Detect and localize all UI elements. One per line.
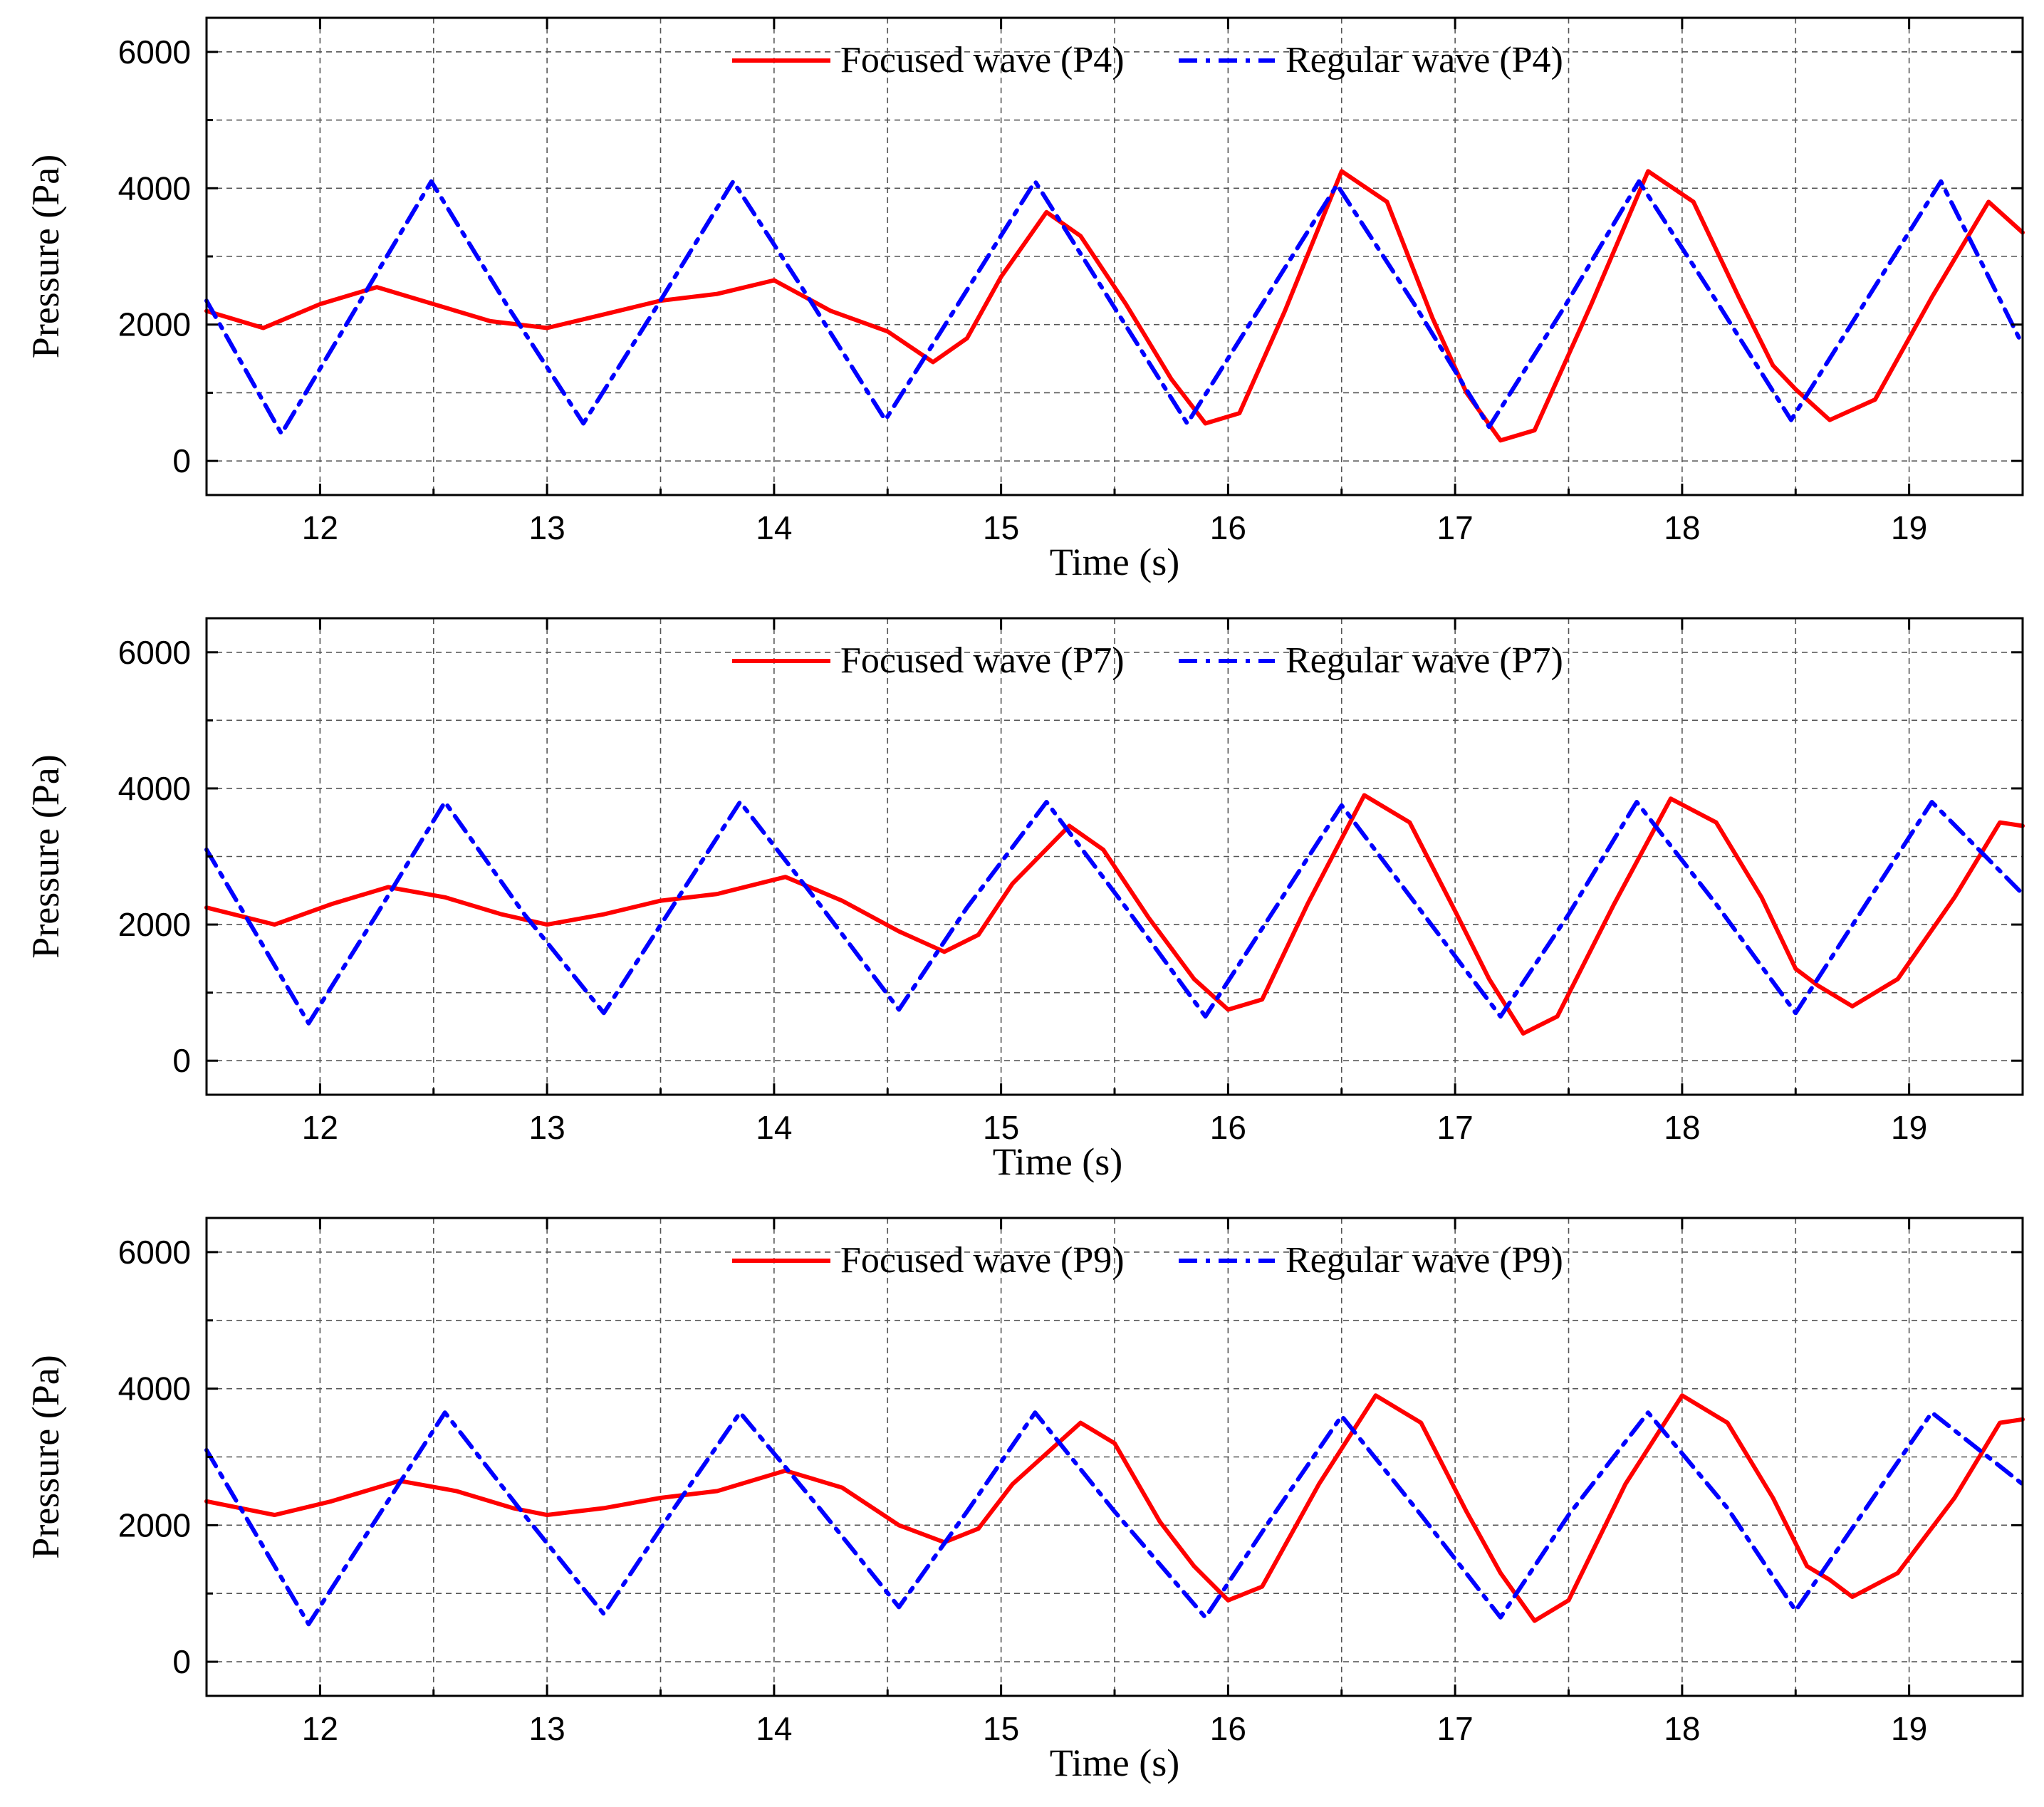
x-tick-label: 16 — [1210, 1109, 1246, 1146]
chart-panel-p7: 12 13 14 15 16 17 18 19 0 2000 4000 6000 Time (s) Pre… — [24, 617, 2025, 1183]
x-tick-label: 15 — [983, 509, 1019, 546]
y-tick-label: 2000 — [118, 1506, 191, 1543]
legend: Focused wave (P7) Regular wave (P7) — [732, 640, 1563, 681]
x-axis-title: Time (s) — [1050, 541, 1180, 583]
legend: Focused wave (P9) Regular wave (P9) — [732, 1240, 1563, 1281]
x-axis-title: Time (s) — [993, 1140, 1123, 1183]
y-axis-title: Pressure (Pa) — [24, 754, 67, 958]
x-tick-label: 14 — [756, 509, 792, 546]
x-tick-label: 16 — [1210, 509, 1246, 546]
x-tick-label: 13 — [529, 509, 565, 546]
x-tick-label: 15 — [983, 1710, 1019, 1747]
series-line-regular — [204, 800, 2025, 1026]
y-tick-label: 0 — [172, 1643, 191, 1680]
x-tick-label: 17 — [1437, 1109, 1474, 1146]
x-tick-label: 14 — [756, 1109, 792, 1146]
y-tick-label: 4000 — [118, 1370, 191, 1407]
x-tick-label: 19 — [1891, 1710, 1927, 1747]
legend-label-focused: Focused wave (P9) — [840, 1240, 1125, 1281]
legend: Focused wave (P4) Regular wave (P4) — [732, 40, 1563, 80]
y-tick-label: 4000 — [118, 170, 191, 207]
x-tick-label: 18 — [1664, 1710, 1700, 1747]
chart-panel-p4: 12 13 14 15 16 17 18 19 0 2000 4000 6000 Time (s) Pre… — [24, 16, 2025, 583]
y-tick-label: 6000 — [118, 33, 191, 71]
legend-label-focused: Focused wave (P7) — [840, 640, 1125, 681]
legend-label-regular: Regular wave (P4) — [1286, 40, 1563, 80]
chart-panel-p9: 12 13 14 15 16 17 18 19 0 2000 4000 6000 Time (s) Pre… — [24, 1217, 2025, 1784]
series-line-focused — [204, 169, 2025, 443]
x-tick-label: 19 — [1891, 509, 1927, 546]
x-tick-label: 15 — [983, 1109, 1019, 1146]
series-line-regular — [204, 179, 2025, 436]
x-tick-label: 18 — [1664, 509, 1700, 546]
x-tick-label: 17 — [1437, 509, 1474, 546]
x-tick-label: 14 — [756, 1710, 792, 1747]
x-tick-label: 16 — [1210, 1710, 1246, 1747]
y-tick-label: 2000 — [118, 306, 191, 343]
x-tick-label: 13 — [529, 1710, 565, 1747]
y-tick-label: 2000 — [118, 906, 191, 943]
legend-label-regular: Regular wave (P7) — [1286, 640, 1563, 681]
y-tick-label: 4000 — [118, 770, 191, 807]
x-tick-label: 12 — [302, 1710, 338, 1747]
x-tick-label: 17 — [1437, 1710, 1474, 1747]
y-tick-label: 6000 — [118, 634, 191, 671]
series-line-focused — [204, 793, 2025, 1036]
legend-label-focused: Focused wave (P4) — [840, 40, 1125, 80]
y-axis-title: Pressure (Pa) — [24, 155, 67, 358]
x-tick-label: 12 — [302, 509, 338, 546]
x-tick-label: 12 — [302, 1109, 338, 1146]
y-tick-label: 0 — [172, 442, 191, 479]
x-tick-label: 18 — [1664, 1109, 1700, 1146]
y-tick-label: 0 — [172, 1042, 191, 1079]
legend-label-regular: Regular wave (P9) — [1286, 1240, 1563, 1281]
x-tick-label: 19 — [1891, 1109, 1927, 1146]
x-axis-title: Time (s) — [1050, 1741, 1180, 1784]
y-axis-title: Pressure (Pa) — [24, 1355, 67, 1558]
series-line-focused — [204, 1393, 2025, 1623]
series-line-regular — [204, 1410, 2025, 1627]
x-tick-label: 13 — [529, 1109, 565, 1146]
y-tick-label: 6000 — [118, 1234, 191, 1271]
